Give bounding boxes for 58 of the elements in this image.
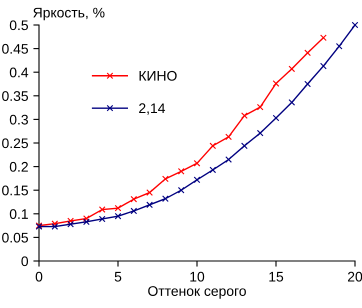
y-axis-title: Яркость, % [33, 8, 105, 20]
y-tick-label: 0.35 [2, 91, 28, 101]
point [130, 208, 138, 214]
point [241, 142, 248, 150]
x-tick-label: 10 [190, 272, 204, 282]
point [288, 99, 296, 106]
y-tick-label: 0.2 [10, 162, 28, 172]
y-tick-label: 0.5 [10, 20, 28, 30]
point [162, 195, 169, 202]
point [67, 220, 74, 228]
point [178, 168, 185, 175]
point [320, 62, 327, 70]
point [272, 80, 280, 87]
point [304, 80, 311, 88]
point [114, 212, 122, 220]
y-tick-label: 0.4 [10, 68, 28, 78]
y-tick-label: 0.3 [10, 114, 28, 125]
y-tick-label: 0.15 [2, 186, 28, 196]
point [146, 202, 153, 208]
point [241, 112, 248, 119]
x-tick-label: 0 [36, 272, 42, 282]
point [194, 160, 200, 167]
point [51, 220, 58, 228]
point [130, 196, 138, 202]
point [209, 166, 216, 174]
point [194, 176, 200, 184]
legend-label: 2,14 [139, 103, 166, 115]
x-axis-title: Оттенок серого [148, 286, 246, 299]
x-tick-label: 15 [269, 272, 284, 282]
point [256, 130, 264, 136]
point [256, 104, 264, 110]
point [162, 176, 169, 182]
point [209, 142, 216, 150]
point [272, 114, 280, 122]
point [83, 215, 90, 222]
point [178, 186, 185, 194]
y-tick-label: 0.1 [10, 209, 28, 219]
point [114, 204, 122, 212]
y-tick-label: 0.25 [2, 138, 28, 148]
point [288, 66, 296, 72]
point [225, 134, 232, 140]
x-tick-label: 20 [348, 272, 362, 282]
point [225, 156, 232, 163]
point [320, 34, 327, 42]
point [336, 42, 343, 50]
point [304, 50, 311, 56]
point [146, 189, 153, 196]
legend-label: КИНО [140, 70, 177, 81]
x-tick-label: 5 [114, 272, 122, 282]
point [83, 218, 90, 226]
y-tick-label: 0.45 [2, 44, 28, 54]
point [98, 216, 106, 222]
point [67, 218, 74, 224]
y-tick-label: 0.05 [2, 232, 28, 243]
point [51, 223, 58, 230]
y-tick-label: 0 [21, 256, 28, 266]
point [352, 22, 358, 28]
point [98, 206, 106, 213]
